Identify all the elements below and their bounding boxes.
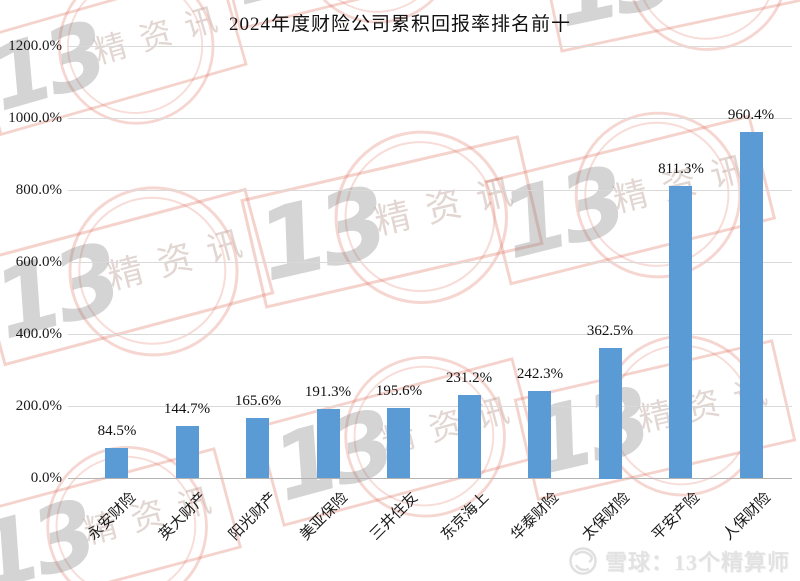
x-axis-category-label: 华泰财险	[508, 489, 563, 544]
bar	[599, 348, 622, 479]
chart-title: 2024年度财险公司累积回报率排名前十	[228, 14, 571, 35]
bar	[105, 448, 128, 478]
bar-value-label: 960.4%	[727, 107, 775, 123]
bar	[387, 408, 410, 478]
gridline	[68, 262, 792, 263]
y-axis-tick-label: 200.0%	[15, 398, 62, 414]
x-axis-category-label: 永安财险	[85, 489, 140, 544]
y-axis-tick-label: 600.0%	[15, 254, 62, 270]
bar-value-label: 811.3%	[658, 161, 704, 177]
bar	[458, 395, 481, 478]
gridline	[68, 334, 792, 335]
x-axis-category-label: 阳光财产	[226, 489, 281, 544]
x-axis-category-label: 平安产险	[649, 489, 704, 544]
gridline	[68, 46, 792, 47]
footer-watermark: 雪球：13个精算师	[568, 545, 790, 577]
x-axis-line	[68, 478, 792, 479]
x-axis-category-label: 太保财险	[579, 489, 634, 544]
bar-value-label: 191.3%	[304, 384, 352, 400]
bar-value-label: 231.2%	[445, 370, 493, 386]
bar	[317, 409, 340, 478]
x-axis-category-label: 英大财产	[156, 489, 211, 544]
xueqiu-snowball-logo-icon	[569, 547, 597, 575]
x-axis-category-label: 三井住友	[367, 489, 422, 544]
footer-text: 雪球：13个精算师	[604, 550, 790, 575]
bar	[528, 391, 551, 478]
bar-value-label: 144.7%	[163, 401, 211, 417]
bar	[669, 186, 692, 478]
gridline	[68, 190, 792, 191]
bar-value-label: 362.5%	[586, 323, 634, 339]
gridline	[68, 118, 792, 119]
bar-value-label: 165.6%	[234, 393, 282, 409]
bar	[740, 132, 763, 478]
y-axis-tick-label: 0.0%	[30, 470, 62, 486]
y-axis-tick-label: 400.0%	[15, 326, 62, 342]
x-axis-category-label: 东京海上	[438, 489, 493, 544]
y-axis-tick-label: 800.0%	[15, 182, 62, 198]
y-axis-tick-label: 1200.0%	[8, 38, 62, 54]
bar-value-label: 195.6%	[375, 383, 423, 399]
bar	[246, 418, 269, 478]
bar	[176, 426, 199, 478]
x-axis-category-label: 人保财险	[720, 489, 775, 544]
gridline	[68, 406, 792, 407]
bar-value-label: 84.5%	[97, 423, 137, 439]
x-axis-category-label: 美亚保险	[297, 489, 352, 544]
y-axis-tick-label: 1000.0%	[8, 110, 62, 126]
bar-value-label: 242.3%	[516, 366, 564, 382]
